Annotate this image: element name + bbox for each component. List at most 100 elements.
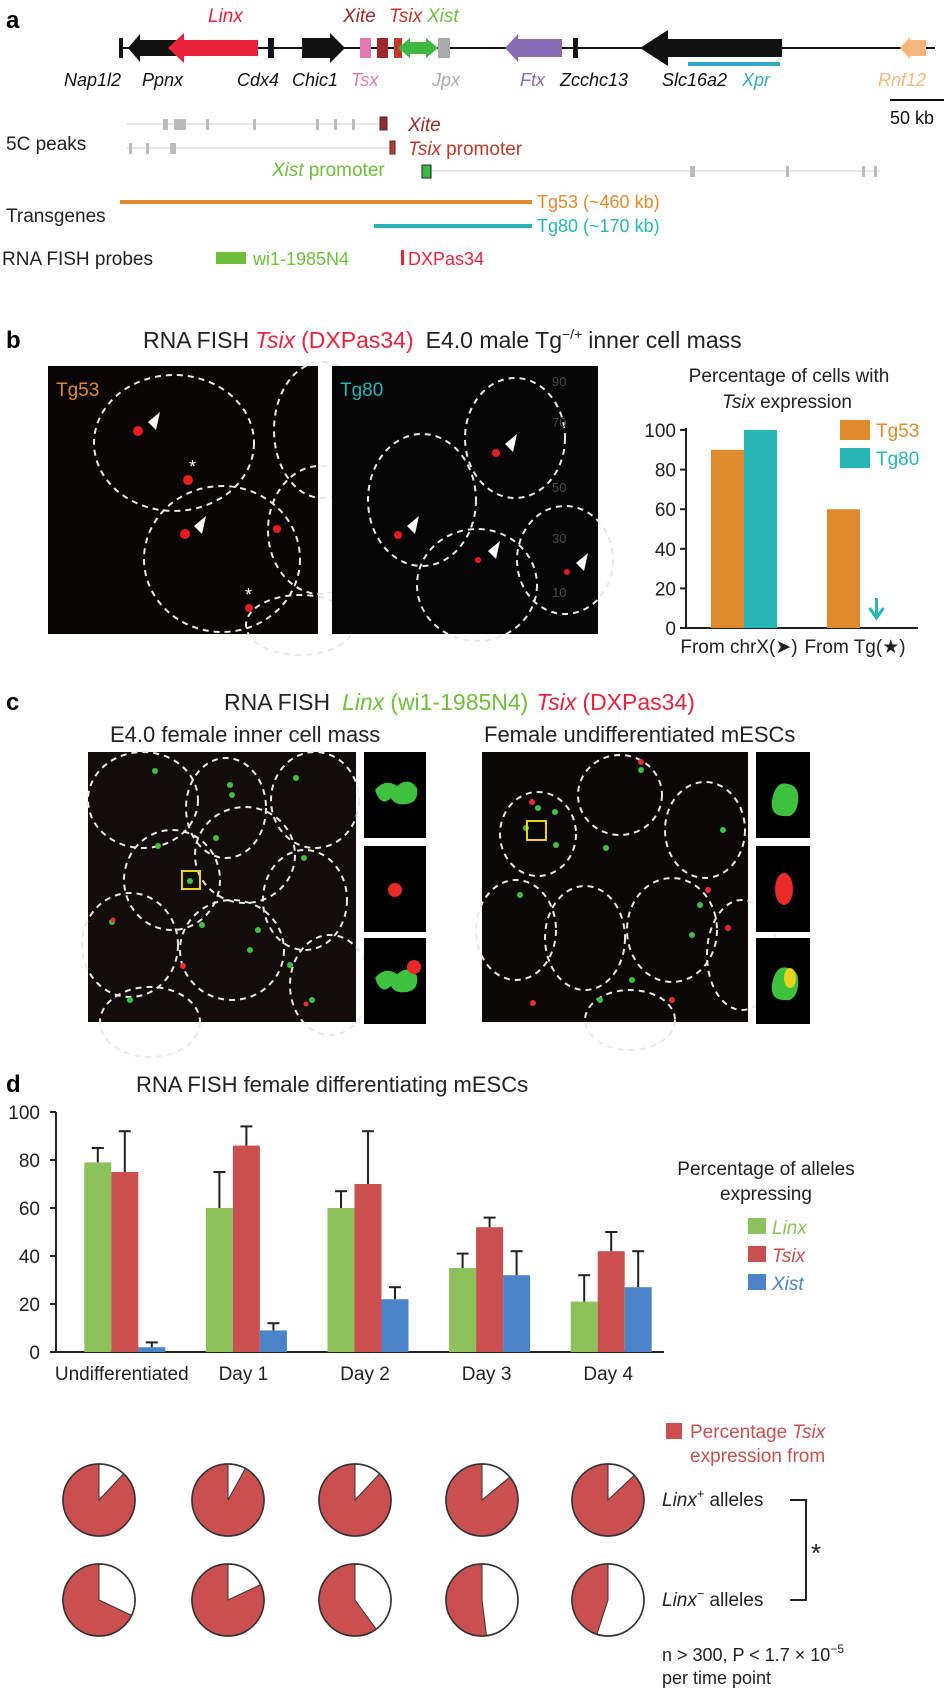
chart-d-tick-label: 80	[19, 1151, 40, 1172]
ghost-tick: 10	[552, 585, 566, 600]
chart-b-legend-label: Tg80	[876, 449, 919, 470]
peak-xist-suffix: promoter	[309, 160, 386, 181]
chart-d-bar	[624, 1287, 652, 1352]
pie-legend-swatch	[666, 1423, 682, 1439]
chart-d-category-label: Day 2	[340, 1364, 390, 1385]
chart-d-bar	[232, 1145, 260, 1352]
probes-label: RNA FISH probes	[2, 249, 153, 270]
panel-d-title: RNA FISH female differentiating mESCs	[136, 1072, 528, 1097]
pie-outline	[318, 1463, 392, 1537]
micrograph-tg80	[332, 366, 614, 642]
chart-d-legend-swatch	[748, 1218, 766, 1234]
d-legend-title-1: Percentage of alleles	[677, 1159, 854, 1180]
chart-d-bar	[597, 1251, 625, 1352]
c-title-linx: Linx	[342, 689, 386, 715]
svg-text:*: *	[189, 457, 196, 477]
panel-label-b: b	[6, 327, 21, 354]
gene-linx-arrow	[168, 33, 258, 63]
chart-b-legend-swatch	[840, 448, 870, 468]
label-linx: Linx	[208, 6, 244, 27]
chart-d-category-label: Day 1	[219, 1364, 269, 1385]
label-ppnx: Ppnx	[142, 70, 184, 90]
c-title-tsix: Tsix	[536, 689, 578, 715]
micrograph-c-right	[475, 752, 778, 1051]
label-tsix: Tsix	[389, 6, 424, 27]
gene-xpr-bar	[688, 62, 780, 66]
chart-b-tick-label: 40	[655, 540, 676, 561]
panel-label-d: d	[6, 1071, 21, 1098]
row2-suffix: alleles	[709, 1590, 763, 1611]
sig-bracket	[790, 1499, 807, 1601]
chart-d-tick-label: 20	[19, 1295, 40, 1316]
pie-outline	[62, 1563, 136, 1637]
label-cdx4: Cdx4	[237, 70, 279, 90]
c-right-title: Female undifferentiated mESCs	[484, 722, 795, 747]
zoom-c-left	[364, 752, 426, 1024]
panel-label-c: c	[6, 689, 19, 716]
chart-b-zero-arrow	[868, 598, 885, 621]
peaks-label: 5C peaks	[6, 134, 86, 155]
c-left-title: E4.0 female inner cell mass	[110, 722, 380, 747]
chart-d-bar	[205, 1208, 233, 1352]
chart-d-bar	[449, 1268, 477, 1352]
pie-legend-gene: Tsix	[792, 1422, 827, 1443]
peaks-track-xist	[420, 164, 880, 179]
b-title-prefix: RNA FISH	[143, 327, 249, 353]
chart-b-title-1: Percentage of cells with	[689, 366, 890, 387]
peak-xist-label: Xist promoter	[271, 160, 385, 181]
chart-d-legend-label: Tsix	[772, 1246, 807, 1267]
label-xite: Xite	[342, 6, 376, 27]
chart-b-tick-label: 20	[655, 579, 676, 600]
peak-xite-box	[379, 116, 388, 131]
pie-outline	[62, 1463, 136, 1537]
chart-b-bar	[827, 509, 860, 628]
ghost-ticks: 90 70 50 30 10	[552, 374, 566, 600]
row1-suffix: alleles	[709, 1490, 763, 1511]
pie-outline	[318, 1563, 392, 1637]
gene-map	[119, 30, 935, 66]
chart-d-bar	[381, 1299, 409, 1352]
peaks-track-xite	[127, 116, 388, 131]
micrograph-c-left	[81, 751, 371, 1058]
row2-label: Linx− alleles	[662, 1586, 763, 1611]
chart-d: 0 20 40 60 80 100 Undifferentiated Day 1 Day 2 Da…	[8, 1103, 664, 1385]
row2-gene: Linx	[662, 1590, 698, 1611]
peaks-track-tsix	[127, 140, 396, 155]
gene-chic1-arrow	[302, 33, 345, 63]
tg53-label: Tg53 (~460 kb)	[537, 192, 660, 212]
label-ftx: Ftx	[520, 70, 546, 90]
b-title-suffix: E4.0 male Tg	[426, 327, 562, 353]
d-legend-title-2: expressing	[720, 1184, 812, 1205]
pie-slice	[445, 1563, 488, 1637]
chart-d-bar	[84, 1162, 112, 1352]
pie-outline	[191, 1563, 265, 1637]
gene-rnf12-arrow	[900, 37, 926, 59]
peak-tsix-label: Tsix promoter	[408, 139, 523, 160]
label-nap1l2: Nap1l2	[64, 70, 121, 90]
chart-d-legend-label: Xist	[771, 1274, 804, 1295]
pie-legend-prefix: Percentage	[690, 1422, 787, 1443]
gene-cdx4-block	[268, 38, 274, 58]
chart-d-tick-label: 60	[19, 1199, 40, 1220]
pie-outline	[571, 1563, 645, 1637]
chart-d-legend-swatch	[748, 1274, 766, 1290]
chart-d-category-label: Day 3	[462, 1364, 512, 1385]
gene-xist-arrow	[398, 38, 438, 58]
chart-d-bar	[354, 1184, 382, 1352]
chart-d-tick-label: 0	[29, 1343, 40, 1364]
row1-sup: +	[697, 1486, 705, 1501]
micrograph-tg53: * *	[48, 361, 373, 656]
pie-grid	[62, 1463, 645, 1637]
label-tsx: Tsx	[351, 70, 379, 90]
peak-xite-label: Xite	[407, 115, 441, 136]
gene-ftx-arrow	[505, 34, 562, 62]
chart-b-tick-label: 100	[644, 421, 676, 442]
chart-b-title-2: Tsix expression	[722, 392, 852, 413]
stats-line-1: n > 300, P < 1.7 × 10−5	[662, 1642, 844, 1665]
chart-b: 0 20 40 60 80 100 From chrX(➤) From Tg(★) Tg53 Tg…	[644, 420, 919, 658]
c-title-linx-probe: (wi1-1985N4)	[390, 689, 528, 715]
chart-d-bar	[259, 1330, 287, 1352]
transgenes-label: Transgenes	[6, 206, 106, 227]
chart-b-tick-label: 0	[665, 619, 676, 640]
